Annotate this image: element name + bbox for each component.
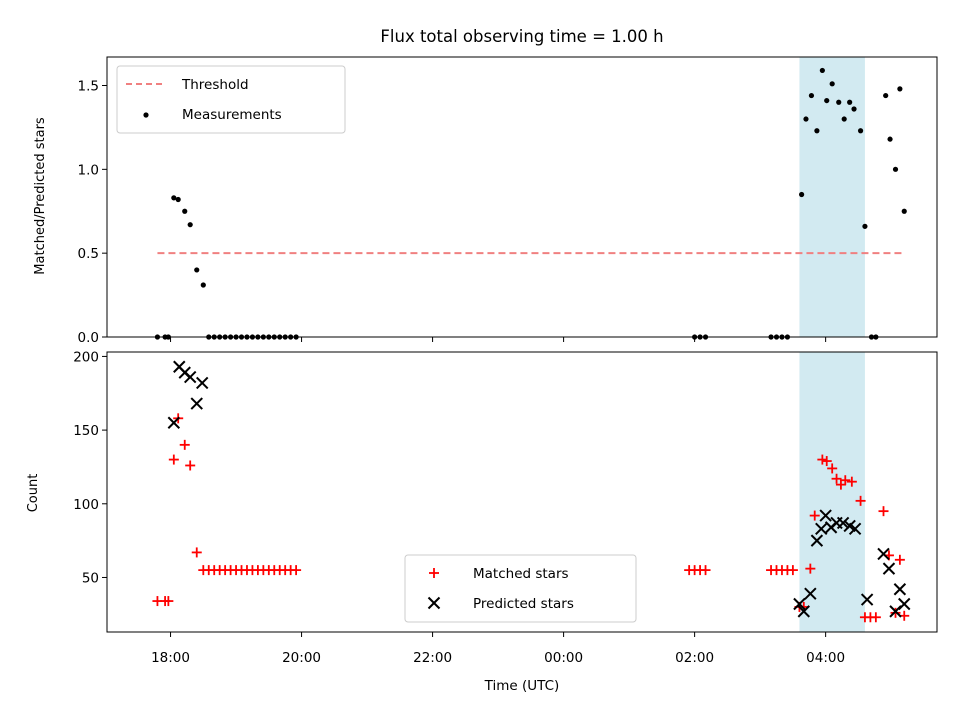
matched-star-point	[840, 475, 851, 486]
chart-title: Flux total observing time = 1.00 h	[380, 27, 663, 46]
predicted-star-point	[804, 587, 817, 600]
measurement-point	[857, 128, 864, 134]
measurement-point	[892, 166, 899, 172]
measurement-point	[851, 106, 857, 112]
matched-star-point	[805, 563, 816, 574]
measurement-point	[824, 97, 830, 104]
matched-star-point	[855, 495, 866, 506]
predicted-star-point	[860, 593, 874, 606]
measurement-point	[814, 128, 820, 134]
matched-star-point	[191, 547, 202, 558]
legend-predicted-label: Predicted stars	[473, 596, 574, 612]
legend-measurements-swatch	[143, 112, 149, 118]
predicted-star-point	[819, 509, 832, 522]
measurement-point	[901, 208, 907, 214]
top-ytick-label: 0.0	[78, 330, 99, 346]
predicted-star-point	[167, 416, 181, 429]
top-ylabel: Matched/Predicted stars	[33, 117, 48, 275]
predicted-star-point	[836, 516, 850, 530]
xtick-label: 02:00	[675, 650, 714, 666]
bottom-ylabel: Count	[26, 474, 41, 513]
matched-star-point	[700, 565, 711, 576]
bottom-ytick-label: 150	[73, 423, 99, 439]
measurement-point	[847, 99, 853, 105]
bottom-legend: Matched stars Predicted stars	[404, 554, 637, 623]
matched-star-point	[809, 510, 820, 521]
legend-threshold-label: Threshold	[181, 77, 249, 93]
matched-star-point	[827, 463, 838, 474]
legend-matched-marker	[429, 568, 439, 578]
matched-star-point	[179, 439, 190, 450]
predicted-star-point	[815, 522, 828, 536]
bottom-panel: 50 100 150 200 18:00 20:00 22:00 00:00 02:00 04:0…	[26, 349, 938, 694]
measurement-point	[187, 222, 193, 228]
xtick-label: 22:00	[413, 650, 452, 666]
matched-star-point	[878, 506, 889, 517]
measurement-point	[803, 116, 809, 122]
bottom-highlight-band	[799, 352, 865, 632]
predicted-star-point	[893, 583, 907, 596]
matched-star-point	[291, 565, 302, 576]
matched-star-point	[185, 460, 196, 471]
matched-star-point	[846, 476, 857, 487]
matched-star-point	[831, 473, 842, 484]
legend-predicted-swatch	[427, 596, 441, 610]
measurement-point	[171, 195, 177, 201]
legend-matched-swatch	[429, 568, 439, 578]
measurement-point	[862, 223, 868, 229]
measurement-point	[897, 86, 903, 92]
top-ytick-label: 1.0	[78, 162, 99, 178]
matched-star-point	[835, 479, 846, 490]
top-panel: 0.0 0.5 1.0 1.5 Matched/Predicted stars Thr…	[33, 56, 938, 346]
legend-matched-label: Matched stars	[473, 566, 569, 582]
predicted-star-point	[793, 597, 806, 611]
matched-star-point	[787, 565, 798, 576]
legend-predicted-marker	[427, 596, 441, 610]
top-plot-frame	[106, 56, 938, 338]
bottom-ytick-label: 100	[73, 497, 99, 513]
legend-measurements-label: Measurements	[182, 107, 282, 123]
top-ytick-label: 1.5	[78, 79, 99, 95]
matched-star-point	[890, 607, 901, 618]
xtick-label: 20:00	[282, 650, 321, 666]
predicted-star-point	[848, 522, 862, 536]
top-ytick-label: 0.5	[78, 246, 99, 262]
measurement-point	[799, 191, 805, 198]
predicted-star-point	[810, 534, 824, 547]
predicted-star-point	[797, 605, 811, 618]
predicted-star-point	[877, 547, 890, 561]
bottom-ytick-label: 50	[82, 570, 99, 586]
measurement-point	[808, 92, 815, 99]
xtick-label: 18:00	[151, 650, 190, 666]
bottom-plot-frame	[106, 351, 938, 633]
measurement-point	[829, 81, 835, 87]
xtick-label: 00:00	[544, 650, 583, 666]
measurement-point	[175, 196, 181, 203]
predicted-star-point	[195, 376, 209, 390]
matched-star-point	[817, 454, 828, 465]
measurement-point	[841, 116, 847, 122]
measurement-point	[883, 92, 889, 99]
measurement-point	[887, 136, 893, 142]
top-highlight-band	[799, 57, 865, 337]
matched-star-point	[163, 596, 174, 607]
top-legend: Threshold Measurements	[116, 65, 346, 134]
matched-star-point	[821, 456, 832, 467]
predicted-star-point	[898, 597, 911, 611]
measurement-point	[194, 267, 200, 273]
measurement-point	[200, 282, 206, 288]
matched-star-point	[870, 612, 881, 623]
predicted-star-point	[183, 370, 197, 384]
x-axis-label: Time (UTC)	[484, 678, 560, 694]
xtick-label: 04:00	[806, 650, 845, 666]
matched-star-point	[894, 554, 905, 565]
predicted-star-point	[882, 562, 896, 575]
matched-star-point	[168, 454, 179, 465]
predicted-star-point	[190, 397, 203, 410]
measurement-point	[836, 99, 842, 105]
measurement-point	[819, 67, 825, 74]
measurement-point	[182, 208, 188, 214]
bottom-ytick-label: 200	[73, 349, 99, 365]
